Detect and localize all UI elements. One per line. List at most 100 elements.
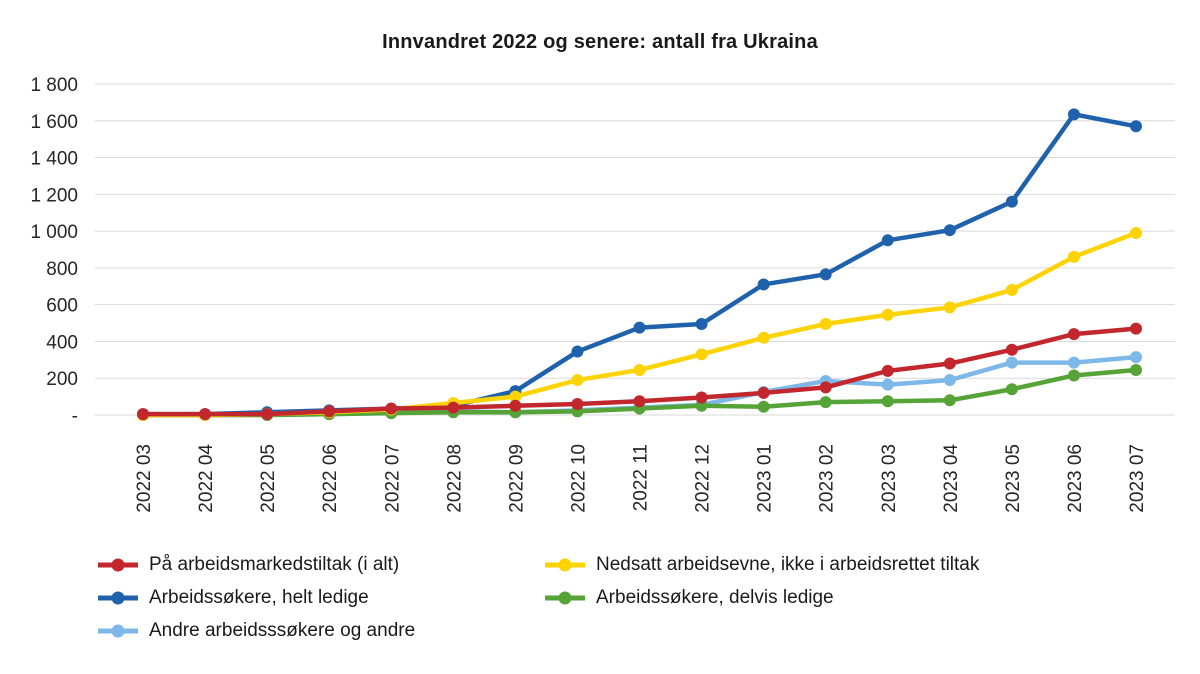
data-point — [571, 374, 584, 387]
x-tick-label: 2023 05 — [1003, 444, 1024, 513]
data-point — [1005, 356, 1018, 369]
legend-marker-dot — [111, 624, 125, 638]
data-point — [757, 331, 770, 344]
data-point — [695, 317, 708, 330]
data-point — [819, 317, 832, 330]
x-tick-label: 2022 12 — [693, 444, 714, 513]
data-point — [1005, 383, 1018, 396]
y-tick-label: 1 600 — [30, 112, 78, 133]
y-tick-label: 200 — [46, 369, 78, 390]
y-tick-label: 1 000 — [30, 222, 78, 243]
legend-marker — [545, 558, 585, 572]
data-point — [695, 399, 708, 412]
legend-label: Nedsatt arbeidsevne, ikke i arbeidsrette… — [596, 554, 980, 575]
y-tick-label: - — [72, 406, 78, 427]
data-point — [943, 224, 956, 237]
data-point — [1067, 328, 1080, 341]
legend-marker — [98, 558, 138, 572]
data-point — [943, 374, 956, 387]
legend-item: Andre arbeidsssøkere og andre — [97, 620, 544, 642]
data-point — [695, 348, 708, 361]
data-point — [819, 396, 832, 409]
data-point — [1005, 195, 1018, 208]
x-tick-label: 2023 02 — [817, 444, 838, 513]
data-point — [1005, 343, 1018, 356]
x-tick-label: 2022 06 — [320, 444, 341, 513]
legend-label: Arbeidssøkere, delvis ledige — [596, 587, 834, 608]
data-point — [1130, 226, 1142, 239]
y-tick-label: 600 — [46, 296, 78, 317]
data-point — [1130, 363, 1142, 376]
x-tick-label: 2023 07 — [1127, 444, 1148, 513]
data-point — [881, 234, 894, 247]
data-point — [943, 357, 956, 370]
data-point — [881, 378, 894, 391]
legend-label: På arbeidsmarkedstiltak (i alt) — [149, 554, 400, 575]
x-tick-label: 2022 05 — [258, 444, 279, 513]
x-tick-label: 2023 04 — [941, 444, 962, 513]
data-point — [509, 399, 522, 412]
x-tick-label: 2022 10 — [568, 444, 589, 513]
x-tick-label: 2023 06 — [1065, 444, 1086, 513]
legend-marker — [98, 624, 138, 638]
x-tick-label: 2023 03 — [879, 444, 900, 513]
x-tick-label: 2022 08 — [444, 444, 465, 513]
legend-marker — [545, 591, 585, 605]
data-point — [1130, 322, 1142, 335]
data-point — [1005, 283, 1018, 296]
data-point — [1067, 250, 1080, 263]
data-point — [509, 390, 522, 403]
x-tick-label: 2022 07 — [382, 444, 403, 513]
data-point — [943, 301, 956, 314]
x-tick-label: 2022 04 — [196, 444, 217, 513]
data-point — [757, 278, 770, 291]
data-point — [695, 391, 708, 404]
data-point — [261, 408, 274, 421]
data-point — [633, 395, 646, 408]
data-point — [571, 397, 584, 410]
legend-marker-dot — [111, 558, 125, 572]
data-point — [571, 345, 584, 358]
legend-item: Nedsatt arbeidsevne, ikke i arbeidsrette… — [544, 554, 979, 576]
data-point — [633, 321, 646, 334]
chart-title: Innvandret 2022 og senere: antall fra Uk… — [382, 31, 818, 53]
data-point — [881, 395, 894, 408]
x-tick-label: 2022 09 — [506, 444, 527, 513]
legend-label: Arbeidssøkere, helt ledige — [149, 587, 369, 608]
data-point — [757, 400, 770, 413]
y-tick-label: 1 800 — [30, 75, 78, 96]
data-point — [323, 405, 336, 418]
data-point — [447, 401, 460, 414]
data-point — [819, 381, 832, 394]
data-point — [1130, 351, 1142, 364]
data-point — [819, 268, 832, 281]
legend-label: Andre arbeidsssøkere og andre — [149, 620, 416, 641]
legend-item: På arbeidsmarkedstiltak (i alt) — [97, 554, 544, 576]
data-point — [385, 402, 398, 415]
data-point — [1067, 356, 1080, 369]
x-tick-label: 2022 11 — [631, 444, 652, 511]
data-point — [1067, 108, 1080, 121]
x-tick-label: 2023 01 — [755, 444, 776, 513]
y-tick-label: 800 — [46, 259, 78, 280]
legend-marker-dot — [111, 591, 125, 605]
y-tick-label: 1 200 — [30, 185, 78, 206]
y-tick-label: 1 400 — [30, 149, 78, 170]
data-point — [943, 394, 956, 407]
data-point — [757, 386, 770, 399]
legend-item: Arbeidssøkere, delvis ledige — [544, 587, 979, 609]
y-tick-label: 400 — [46, 332, 78, 353]
legend: På arbeidsmarkedstiltak (i alt) Nedsatt a… — [97, 554, 979, 642]
data-point — [881, 364, 894, 377]
data-point — [1130, 120, 1142, 133]
data-point — [633, 363, 646, 376]
data-point — [1067, 369, 1080, 382]
legend-marker-dot — [558, 558, 572, 572]
data-point — [137, 408, 149, 421]
data-point — [199, 408, 212, 421]
x-tick-label: 2022 03 — [134, 444, 155, 513]
data-point — [881, 308, 894, 321]
legend-marker — [98, 591, 138, 605]
plot-area: - 200 400 600 800 1 000 1 200 1 400 1 600 1 800 20… — [30, 75, 1175, 513]
